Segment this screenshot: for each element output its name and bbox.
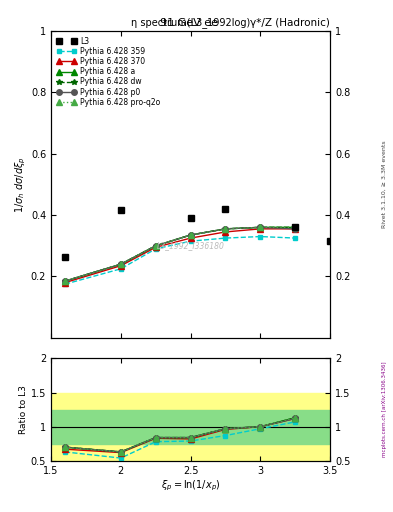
Pythia 6.428 pro-q2o <box>188 232 193 238</box>
Line: Pythia 6.428 p0: Pythia 6.428 p0 <box>62 225 298 284</box>
L3 <box>63 253 68 260</box>
L3 <box>328 238 332 244</box>
Pythia 6.428 359 <box>63 281 68 287</box>
Line: Pythia 6.428 a: Pythia 6.428 a <box>62 225 298 284</box>
Pythia 6.428 370 <box>63 280 68 286</box>
Y-axis label: $1/\sigma_h\ d\sigma/d\xi_p$: $1/\sigma_h\ d\sigma/d\xi_p$ <box>14 156 28 212</box>
Pythia 6.428 p0 <box>293 226 298 232</box>
Pythia 6.428 pro-q2o <box>63 278 68 284</box>
Text: Rivet 3.1.10, ≥ 3.3M events: Rivet 3.1.10, ≥ 3.3M events <box>382 140 387 228</box>
Pythia 6.428 359 <box>223 235 228 241</box>
Pythia 6.428 a <box>223 226 228 232</box>
Pythia 6.428 370 <box>153 244 158 250</box>
Pythia 6.428 359 <box>153 246 158 252</box>
Pythia 6.428 p0 <box>258 224 263 230</box>
Pythia 6.428 dw <box>258 224 263 230</box>
Pythia 6.428 a <box>153 243 158 249</box>
Pythia 6.428 359 <box>119 266 123 272</box>
Text: γ*/Z (Hadronic): γ*/Z (Hadronic) <box>250 18 330 28</box>
Line: L3: L3 <box>62 205 334 260</box>
Title: η spectrum(L3_1992log): η spectrum(L3_1992log) <box>131 17 250 28</box>
Pythia 6.428 370 <box>258 226 263 232</box>
Bar <box>51 393 330 461</box>
Text: L3_1992_I336180: L3_1992_I336180 <box>157 241 224 250</box>
Pythia 6.428 pro-q2o <box>293 224 298 230</box>
Line: Pythia 6.428 370: Pythia 6.428 370 <box>62 226 298 285</box>
Pythia 6.428 dw <box>119 261 123 267</box>
Text: 91 GeV ee: 91 GeV ee <box>160 18 218 28</box>
Pythia 6.428 a <box>258 224 263 230</box>
L3 <box>293 224 298 230</box>
Y-axis label: Ratio to L3: Ratio to L3 <box>19 385 28 434</box>
Pythia 6.428 pro-q2o <box>258 224 263 230</box>
Pythia 6.428 370 <box>188 235 193 241</box>
Pythia 6.428 p0 <box>153 243 158 249</box>
Pythia 6.428 p0 <box>188 232 193 238</box>
Pythia 6.428 359 <box>188 238 193 244</box>
Line: Pythia 6.428 dw: Pythia 6.428 dw <box>62 225 298 284</box>
Pythia 6.428 p0 <box>223 226 228 232</box>
Line: Pythia 6.428 359: Pythia 6.428 359 <box>63 234 298 286</box>
Pythia 6.428 dw <box>293 224 298 230</box>
Pythia 6.428 dw <box>153 243 158 249</box>
Pythia 6.428 pro-q2o <box>119 261 123 267</box>
Bar <box>51 410 330 444</box>
Pythia 6.428 370 <box>223 229 228 235</box>
Pythia 6.428 p0 <box>63 278 68 284</box>
L3 <box>119 207 123 214</box>
Pythia 6.428 359 <box>258 233 263 240</box>
Pythia 6.428 pro-q2o <box>153 243 158 249</box>
Pythia 6.428 p0 <box>119 261 123 267</box>
Pythia 6.428 pro-q2o <box>223 226 228 232</box>
Pythia 6.428 a <box>188 232 193 238</box>
L3 <box>223 206 228 212</box>
Pythia 6.428 359 <box>293 235 298 241</box>
L3 <box>188 215 193 221</box>
Pythia 6.428 a <box>293 224 298 230</box>
Pythia 6.428 a <box>63 278 68 284</box>
Pythia 6.428 a <box>119 261 123 267</box>
Pythia 6.428 370 <box>119 263 123 269</box>
Line: Pythia 6.428 pro-q2o: Pythia 6.428 pro-q2o <box>62 225 298 284</box>
X-axis label: $\xi_p=\ln(1/x_p)$: $\xi_p=\ln(1/x_p)$ <box>161 478 220 493</box>
Pythia 6.428 dw <box>63 278 68 284</box>
Text: mcplots.cern.ch [arXiv:1306.3436]: mcplots.cern.ch [arXiv:1306.3436] <box>382 362 387 457</box>
Pythia 6.428 dw <box>223 226 228 232</box>
Pythia 6.428 370 <box>293 226 298 232</box>
Pythia 6.428 dw <box>188 232 193 238</box>
Legend: L3, Pythia 6.428 359, Pythia 6.428 370, Pythia 6.428 a, Pythia 6.428 dw, Pythia : L3, Pythia 6.428 359, Pythia 6.428 370, … <box>55 34 163 109</box>
